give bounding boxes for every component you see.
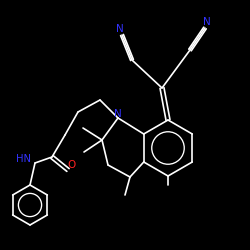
Text: N: N xyxy=(203,17,211,27)
Text: N: N xyxy=(114,109,122,119)
Text: N: N xyxy=(116,24,124,34)
Text: O: O xyxy=(68,160,76,170)
Text: HN: HN xyxy=(16,154,31,164)
